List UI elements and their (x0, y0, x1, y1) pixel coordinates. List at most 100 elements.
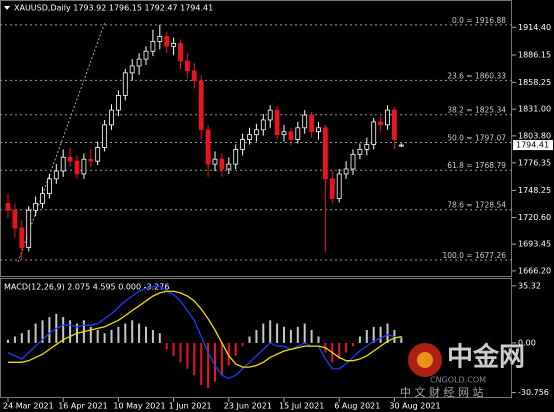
histogram-bar (13, 336, 16, 343)
x-tick-label: 10 May 2021 (113, 402, 165, 411)
candle-body (60, 156, 66, 172)
macd-panel (0, 278, 512, 398)
y-tick-label: 1831.00 (518, 105, 551, 114)
candle-body (122, 72, 128, 96)
fib-label: 100.0 = 1677.26 (442, 251, 506, 260)
histogram-bar (241, 342, 244, 347)
x-tick-label: 1 Jun 2021 (169, 402, 212, 411)
histogram-bar (69, 320, 72, 343)
histogram-bar (34, 323, 37, 343)
candle-body (267, 109, 273, 121)
histogram-bar (214, 342, 216, 382)
candle-body (226, 163, 232, 170)
candle-body (350, 153, 356, 170)
price-panel (0, 0, 512, 277)
candle-body (164, 36, 170, 47)
y-tick-label: 1803.80 (518, 131, 551, 140)
histogram-bar (400, 336, 403, 343)
candle-body (171, 43, 177, 47)
histogram-bar (124, 323, 127, 343)
histogram-bar (207, 342, 210, 389)
histogram-bar (296, 326, 299, 343)
y-tick-label: 1693.45 (518, 240, 551, 249)
histogram-bar (179, 342, 182, 363)
candle-body (102, 124, 107, 148)
histogram-bar (89, 326, 92, 343)
histogram-bar (358, 336, 361, 343)
x-tick-label: 30 Aug 2021 (389, 402, 440, 411)
histogram-bar (110, 330, 113, 343)
candle-body (47, 178, 52, 194)
y-tick-label: 1666.20 (518, 266, 551, 275)
candle-body (253, 129, 259, 136)
candle-body (109, 109, 114, 126)
histogram-bar (262, 323, 265, 343)
histogram-bar (151, 330, 154, 343)
histogram-bar (269, 320, 272, 343)
histogram-bar (186, 342, 189, 369)
histogram-bar (27, 330, 30, 343)
histogram-bar (7, 339, 9, 343)
y-tick-label: 1776.35 (518, 158, 551, 167)
y-tick-label: 35.32 (518, 281, 541, 290)
candle-body (240, 139, 246, 150)
histogram-bar (345, 342, 348, 353)
candle-body (322, 127, 328, 180)
histogram-bar (317, 336, 320, 343)
candle-body (329, 178, 335, 199)
watermark-brand: 中金网 (447, 342, 525, 373)
histogram-bar (200, 342, 203, 385)
candle-body (26, 209, 32, 248)
candle-body (336, 173, 342, 199)
fib-label: 0.0 = 1916.88 (452, 16, 506, 25)
y-tick-label: 1720.60 (518, 213, 551, 222)
candle-body (95, 147, 101, 162)
histogram-bar (227, 342, 230, 366)
histogram-bar (158, 333, 161, 343)
y-tick-label: -30.756 (518, 388, 549, 397)
trend-line (17, 21, 106, 263)
candle-body (33, 202, 38, 211)
histogram-bar (310, 330, 313, 343)
histogram-bar (255, 330, 258, 343)
histogram-bar (131, 320, 134, 343)
histogram-bar (103, 333, 106, 343)
title-arrow (4, 6, 10, 10)
y-tick-label: 1748.25 (518, 186, 551, 195)
candle-body (88, 158, 94, 162)
histogram-bar (193, 342, 196, 376)
candle-body (40, 193, 45, 204)
x-tick-label: 24 Mar 2021 (3, 402, 54, 411)
histogram-bar (172, 342, 175, 356)
candle-body (371, 121, 377, 145)
candle-body (129, 65, 135, 74)
candle-body (288, 131, 294, 140)
histogram-bar (372, 326, 375, 343)
candle-body (247, 134, 252, 140)
x-tick-label: 23 Jun 2021 (224, 402, 272, 411)
candle-body (364, 144, 370, 150)
candle-body (74, 160, 80, 175)
histogram-bar (117, 326, 120, 343)
watermark: 中金网 CNGOLD.COM 中 文 财 经 网 站 (400, 342, 525, 400)
histogram-bar (386, 323, 389, 343)
candle-body (184, 60, 190, 72)
histogram-bar (220, 342, 223, 376)
macd-line (7, 285, 402, 380)
candle-body (343, 168, 349, 175)
y-tick-label: 0.00 (518, 338, 536, 347)
histogram-bar (96, 330, 99, 343)
candle-body (274, 109, 280, 136)
histogram-bar (248, 336, 251, 343)
histogram-bar (20, 333, 23, 343)
fib-label: 50.0 = 1797.07 (447, 133, 506, 142)
candle-body (67, 156, 73, 162)
fib-label: 61.8 = 1768.79 (447, 161, 506, 170)
histogram-bar (165, 342, 168, 350)
candle-body (281, 131, 287, 136)
histogram-bar (289, 330, 292, 343)
histogram-bar (48, 317, 51, 343)
histogram-bar (303, 323, 306, 343)
